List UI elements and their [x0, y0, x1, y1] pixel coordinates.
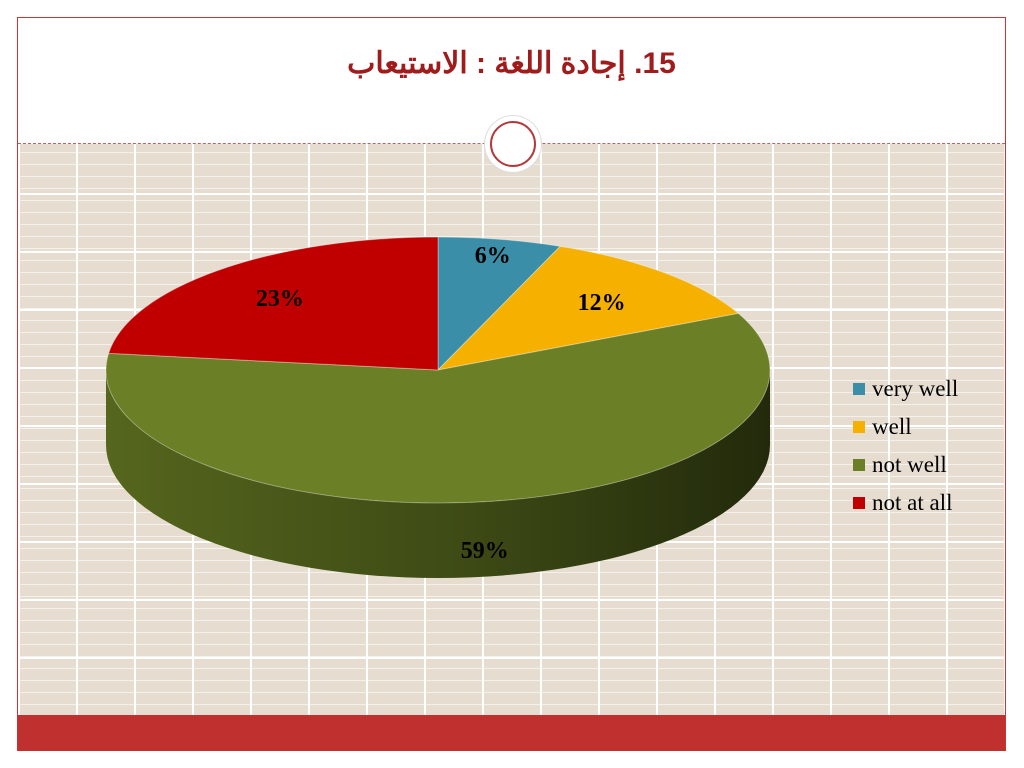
- legend-item: very well: [853, 370, 958, 408]
- legend-label: not well: [872, 452, 947, 477]
- pie-slice-well: [436, 245, 740, 371]
- circle-ornament-icon: [485, 116, 541, 172]
- legend-swatch: [853, 383, 865, 395]
- footer-bar: [18, 715, 1005, 751]
- slide-title: 15. إجادة اللغة : الاستيعاب: [347, 47, 676, 80]
- data-label: 6%: [475, 243, 511, 269]
- legend-swatch: [853, 459, 865, 471]
- legend-label: well: [872, 414, 912, 439]
- chart-legend: very well well not well not at all: [853, 370, 958, 522]
- legend-item: not well: [853, 446, 958, 484]
- legend-label: not at all: [872, 490, 953, 515]
- data-label: 23%: [256, 286, 304, 312]
- data-label: 12%: [578, 290, 626, 316]
- pie-slices-group: 6% 12% 59% 23%: [105, 236, 771, 578]
- pie-slice-not-well: [105, 312, 771, 504]
- legend-swatch: [853, 497, 865, 509]
- data-label: 59%: [461, 538, 509, 564]
- pie-slice-side: [106, 370, 770, 578]
- pie-slice-very-well: [437, 236, 562, 372]
- pie-slice-not-at-all: [107, 236, 439, 371]
- legend-item: not at all: [853, 484, 958, 522]
- legend-item: well: [853, 408, 958, 446]
- legend-swatch: [853, 421, 865, 433]
- legend-label: very well: [872, 376, 959, 401]
